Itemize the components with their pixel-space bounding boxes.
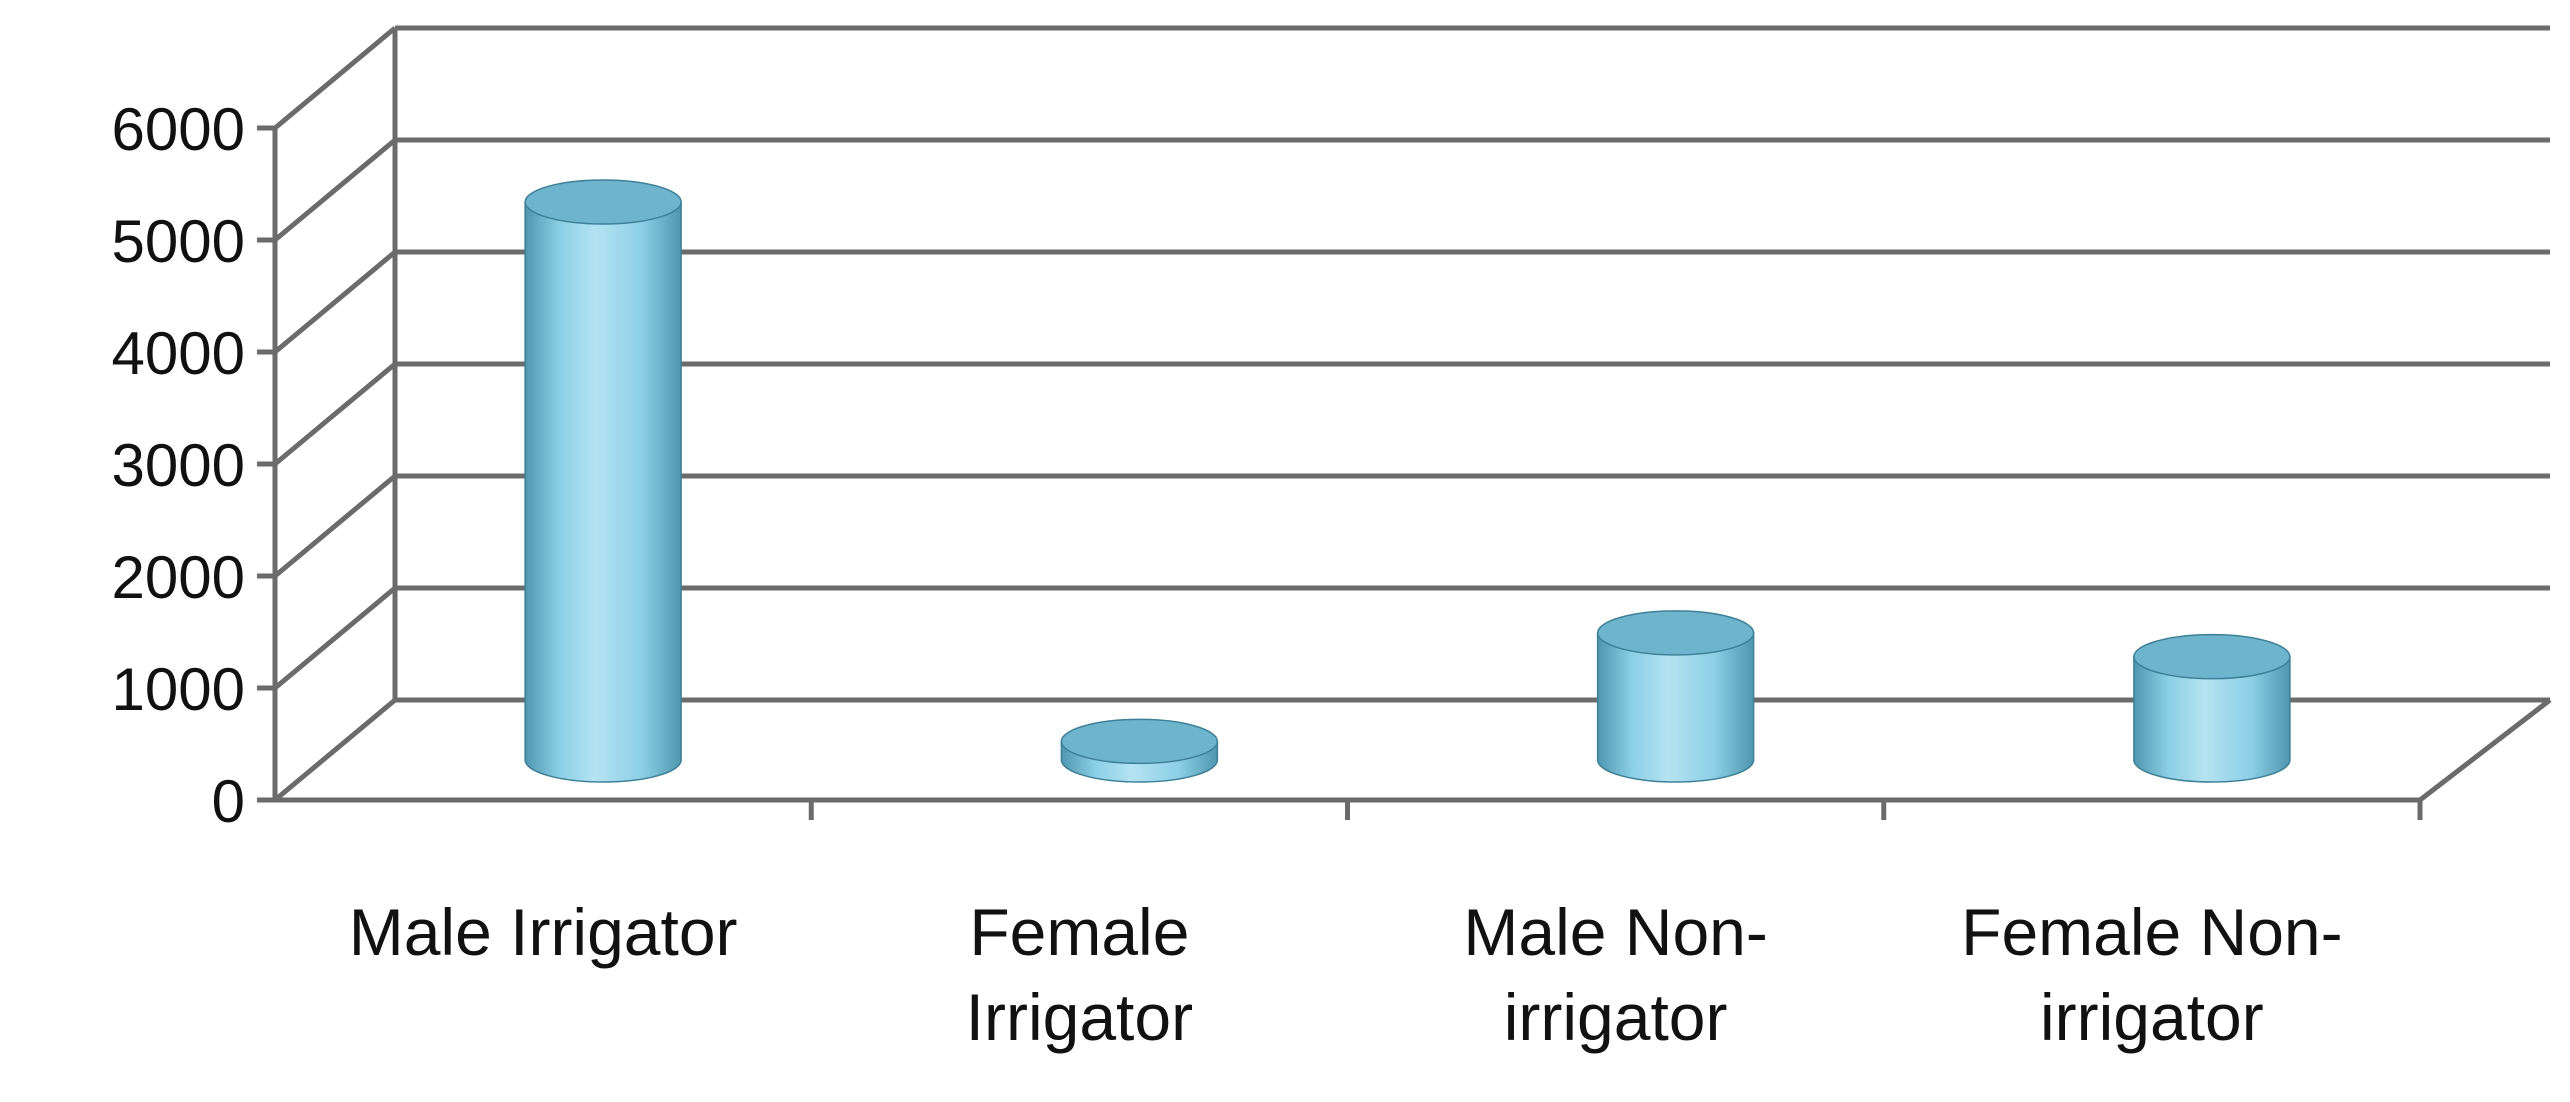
- x-category-label: Irrigator: [966, 980, 1193, 1054]
- gridline-diagonal: [273, 250, 397, 354]
- bar: [1060, 718, 1219, 783]
- gridlines: [273, 25, 2550, 802]
- y-tick-label: 2000: [112, 544, 245, 611]
- y-tick-labels: 0 1000 2000 3000 4000 5000 6000: [112, 96, 245, 835]
- y-tick-label: 1000: [112, 656, 245, 723]
- bar-top: [2133, 633, 2291, 680]
- bar-top: [524, 179, 682, 225]
- bar-top: [1060, 718, 1219, 765]
- y-tick-label: 4000: [112, 320, 245, 387]
- gridline-diagonal: [273, 362, 397, 466]
- bars: [524, 179, 2291, 783]
- axes: [257, 28, 2552, 820]
- bar-body: [2133, 655, 2291, 783]
- floor-right-edge: [2418, 698, 2552, 802]
- gridline-diagonal: [273, 26, 397, 130]
- gridline-diagonal: [273, 138, 397, 242]
- bar-body: [1596, 632, 1755, 783]
- x-category-labels: Male Irrigator Female Irrigator Male Non-ir…: [349, 895, 2343, 1054]
- x-category-label: irrigator: [1504, 980, 1728, 1054]
- x-category-label: irrigator: [2040, 980, 2264, 1054]
- y-tick-label: 0: [212, 768, 245, 835]
- bar: [1596, 610, 1755, 783]
- x-category-label: Female: [969, 895, 1189, 969]
- gridline-diagonal: [273, 698, 397, 802]
- bar: [524, 179, 682, 783]
- x-category-label: Male Irrigator: [349, 895, 738, 969]
- x-category-label: Female Non-: [1961, 895, 2342, 969]
- x-category-label: Male Non-: [1463, 895, 1767, 969]
- bar: [2133, 633, 2291, 783]
- y-tick-label: 3000: [112, 432, 245, 499]
- y-tick-label: 6000: [112, 96, 245, 163]
- gridline-diagonal: [273, 474, 397, 578]
- bar-body: [524, 201, 682, 783]
- y-tick-label: 5000: [112, 208, 245, 275]
- bar-top: [1596, 610, 1755, 656]
- gridline-diagonal: [273, 586, 397, 690]
